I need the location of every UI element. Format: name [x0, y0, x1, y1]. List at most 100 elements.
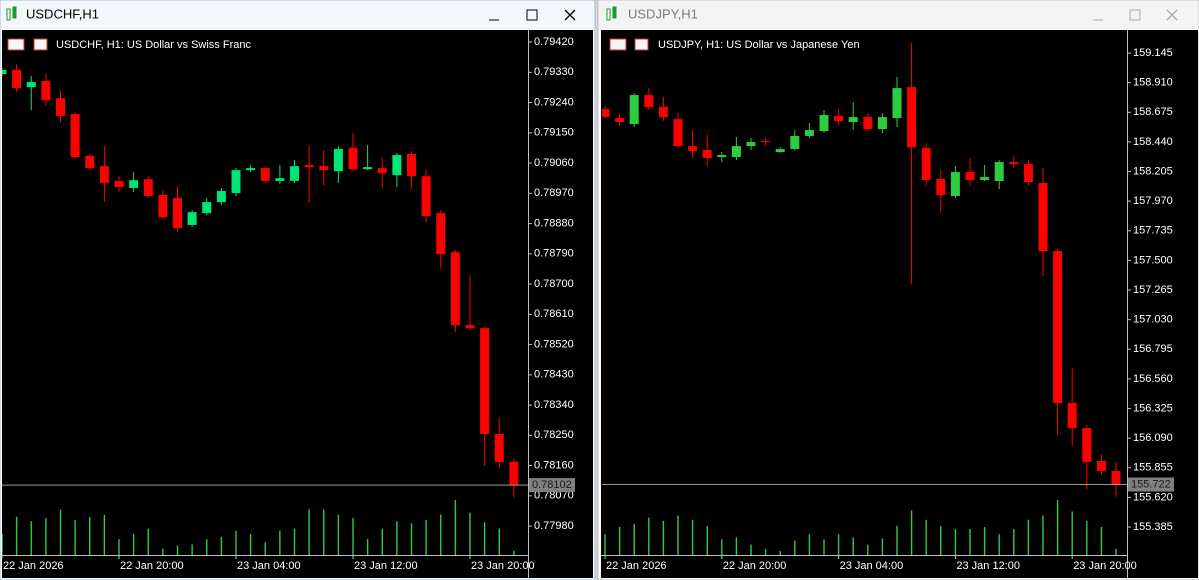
candle-body	[848, 117, 858, 123]
y-tick-label: 157.735	[1133, 225, 1173, 237]
candle-body	[392, 155, 402, 176]
candle-body	[333, 148, 343, 172]
candle-body	[114, 180, 124, 187]
candle-body	[877, 117, 887, 130]
candle-body	[965, 172, 975, 180]
chart-icons	[7, 38, 48, 51]
candle-body	[673, 119, 683, 147]
candle-body	[158, 195, 168, 218]
candle-body	[1053, 251, 1063, 403]
chart-subtitle: USDJPY, H1: US Dollar vs Japanese Yen	[658, 39, 860, 51]
candle-body	[834, 116, 844, 121]
candle-body	[1082, 428, 1092, 462]
y-tick-label: 155.385	[1133, 521, 1173, 533]
candle-body	[775, 149, 785, 153]
candle-body	[41, 81, 51, 101]
candle-body	[819, 115, 829, 132]
candle-body	[790, 135, 800, 150]
window-title: USDJPY,H1	[628, 6, 698, 21]
candle-body	[187, 212, 197, 225]
candle-body	[2, 69, 7, 75]
candle-body	[746, 142, 756, 147]
x-tick-label: 23 Jan 12:00	[956, 560, 1020, 572]
candle-body	[99, 166, 109, 183]
current-price-label: 0.78102	[532, 479, 572, 491]
y-tick-label: 0.78340	[534, 399, 574, 411]
title-bar[interactable]	[1, 1, 594, 29]
candle-body	[421, 176, 431, 217]
y-tick-label: 158.675	[1133, 106, 1173, 118]
maximize-button[interactable]	[526, 9, 538, 21]
candle-body	[436, 213, 446, 255]
y-tick-label: 0.78250	[534, 429, 574, 441]
window-title: USDCHF,H1	[26, 6, 99, 21]
candle-body	[275, 178, 285, 181]
candle-body	[921, 148, 931, 180]
candle-body	[129, 180, 139, 188]
chart-subtitle: USDCHF, H1: US Dollar vs Swiss Franc	[56, 39, 251, 51]
y-tick-label: 156.325	[1133, 402, 1173, 414]
candle-body	[319, 166, 329, 171]
candle-body	[892, 88, 902, 119]
candle-body	[1067, 402, 1077, 429]
y-tick-label: 158.910	[1133, 77, 1173, 89]
candle-body	[644, 95, 654, 108]
close-button[interactable]	[564, 9, 576, 21]
candle-body	[1111, 471, 1121, 485]
x-tick-label: 22 Jan 2026	[606, 560, 667, 572]
candle-body	[12, 69, 22, 89]
candle-body	[246, 168, 256, 171]
y-tick-label: 0.79420	[534, 36, 574, 48]
candle-body	[407, 154, 416, 177]
candle-body	[1023, 164, 1033, 183]
y-tick-label: 0.79060	[534, 157, 574, 169]
close-button[interactable]	[1166, 9, 1178, 21]
candle-body	[450, 252, 460, 326]
candle-body	[26, 82, 36, 88]
y-tick-label: 158.440	[1133, 136, 1173, 148]
y-tick-label: 0.77980	[534, 520, 574, 532]
candle-body	[1038, 183, 1048, 252]
candle-body	[348, 147, 358, 170]
candle-body	[717, 155, 727, 158]
y-tick-label: 0.78970	[534, 187, 574, 199]
candle-body	[143, 179, 153, 197]
y-tick-label: 0.79150	[534, 127, 574, 139]
candle-body	[290, 166, 299, 181]
y-tick-label: 0.78520	[534, 338, 574, 350]
candle-body	[231, 170, 241, 194]
y-tick-label: 0.79240	[534, 96, 574, 108]
plot	[2, 64, 519, 555]
y-tick-label: 159.145	[1133, 47, 1173, 59]
candle-body	[70, 114, 80, 158]
candle-body	[465, 325, 475, 329]
y-tick-label: 156.560	[1133, 373, 1173, 385]
candle-body	[260, 168, 270, 181]
candle-body	[602, 109, 610, 118]
candle-body	[688, 146, 698, 151]
candle-body	[56, 98, 65, 117]
candle-body	[702, 149, 712, 159]
y-tick-label: 0.78790	[534, 248, 574, 260]
y-tick-label: 0.78430	[534, 369, 574, 381]
x-tick-label: 23 Jan 20:00	[1073, 560, 1137, 572]
candle-body	[980, 177, 990, 180]
maximize-button[interactable]	[1129, 9, 1141, 21]
candle-body	[615, 118, 625, 123]
candle-body	[202, 202, 212, 214]
y-tick-label: 158.205	[1133, 165, 1173, 177]
y-tick-label: 0.78160	[534, 459, 574, 471]
candle-body	[950, 172, 960, 196]
y-tick-label: 157.500	[1133, 254, 1173, 266]
x-tick-label: 22 Jan 20:00	[120, 560, 184, 572]
x-tick-label: 23 Jan 04:00	[840, 560, 904, 572]
candle-body	[1009, 162, 1019, 165]
x-tick-label: 23 Jan 12:00	[354, 560, 418, 572]
candle-body	[377, 168, 387, 174]
y-tick-label: 156.090	[1133, 432, 1173, 444]
y-tick-label: 155.855	[1133, 462, 1173, 474]
y-tick-label: 0.79330	[534, 66, 574, 78]
x-tick-label: 23 Jan 20:00	[471, 560, 535, 572]
title-bar[interactable]	[599, 1, 1198, 29]
